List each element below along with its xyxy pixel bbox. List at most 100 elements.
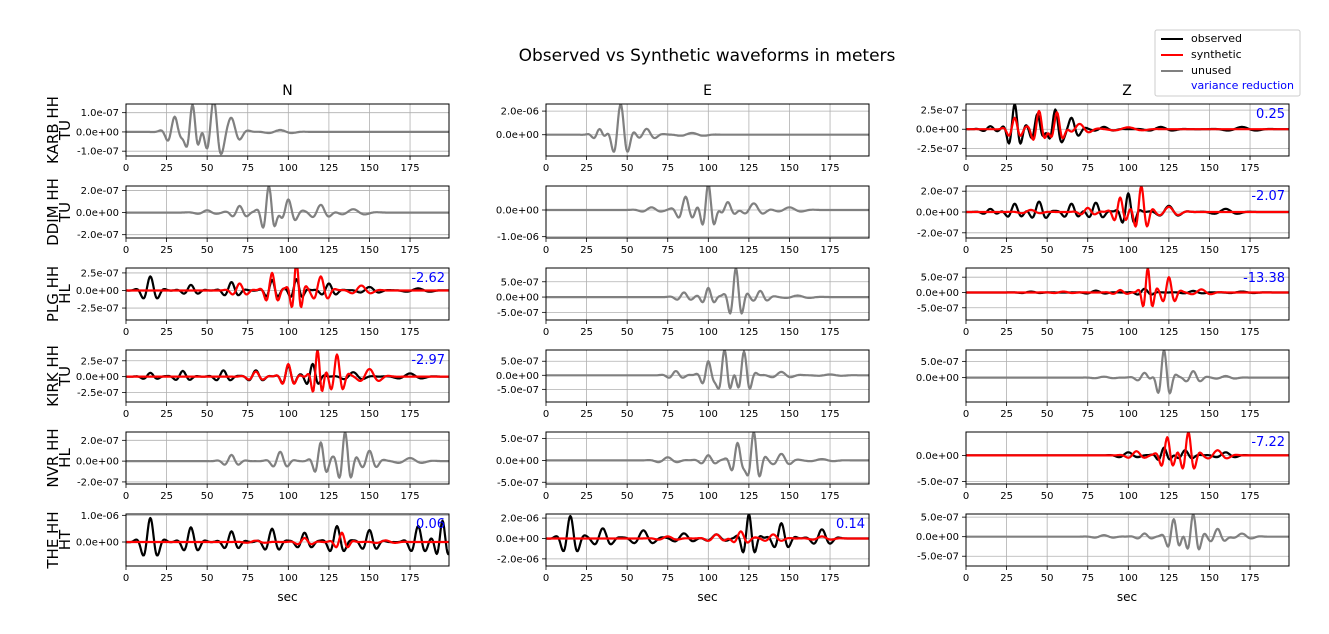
x-tick-label: 175	[400, 245, 419, 256]
unused-trace	[126, 432, 449, 479]
x-tick-label: 175	[1240, 491, 1259, 502]
x-tick-label: 100	[699, 409, 718, 420]
y-tick-label: -2.5e-07	[917, 144, 959, 155]
x-tick-label: 175	[1240, 409, 1259, 420]
x-tick-label: 50	[201, 491, 214, 502]
legend-observed-label: observed	[1191, 32, 1242, 45]
x-tick-label: 100	[699, 491, 718, 502]
panel-frame	[545, 431, 870, 485]
x-tick-label: 50	[621, 491, 634, 502]
x-tick-label: 125	[739, 491, 758, 502]
variance-reduction-label: -2.07	[1251, 189, 1285, 204]
y-tick-label: -2.5e-07	[77, 388, 119, 399]
panel-r5-c1: 0 25 50 75 100 125 150 175 2.0e-06 0.0e+00 -2.0e-0…	[496, 513, 870, 584]
variance-reduction-label: -13.38	[1243, 271, 1285, 286]
x-tick-label: 175	[820, 409, 839, 420]
variance-reduction-label: 0.14	[836, 517, 865, 532]
x-tick-label: 125	[319, 327, 338, 338]
panel-frame	[965, 431, 1290, 485]
y-tick-label: 1.0e-07	[81, 108, 119, 119]
row-network-label-2: HL	[56, 284, 74, 304]
y-tick-label: 2.5e-07	[921, 106, 959, 117]
y-tick-label: 0.0e+00	[496, 456, 539, 467]
panel-r3-c1: 0 25 50 75 100 125 150 175 5.0e-07 0.0e+00 -5.0e-0…	[496, 349, 870, 420]
y-tick-label: 2.5e-07	[81, 356, 119, 367]
x-tick-label: 75	[1081, 573, 1094, 584]
x-tick-label: 75	[661, 163, 674, 174]
panel-r3-c0: 0 25 50 75 100 125 150 175 2.5e-07 0.0e+00 -2.5e-0…	[76, 349, 450, 420]
x-tick-label: 150	[360, 163, 379, 174]
x-tick-label: 0	[963, 409, 969, 420]
x-tick-label: 0	[543, 245, 549, 256]
x-tick-label: 0	[963, 491, 969, 502]
panel-r4-c2: 0 25 50 75 100 125 150 175 0.0e+00 -5.0e-07 -7.22	[916, 431, 1290, 502]
unused-trace	[126, 186, 449, 229]
x-tick-label: 100	[279, 409, 298, 420]
x-tick-label: 100	[1119, 409, 1138, 420]
panel-r4-c1: 0 25 50 75 100 125 150 175 5.0e-07 0.0e+00 -5.0e-0…	[496, 431, 870, 502]
y-tick-label: 5.0e-07	[501, 434, 539, 445]
y-tick-label: -5.0e-07	[917, 303, 959, 314]
x-tick-label: 175	[1240, 245, 1259, 256]
y-tick-label: 0.0e+00	[916, 125, 959, 136]
x-tick-label: 150	[1200, 327, 1219, 338]
observed-trace	[546, 514, 869, 554]
x-tick-label: 50	[621, 245, 634, 256]
x-tick-label: 100	[1119, 327, 1138, 338]
observed-trace	[126, 516, 449, 557]
y-tick-label: 2.0e-07	[81, 436, 119, 447]
x-tick-label: 50	[1041, 573, 1054, 584]
x-tick-label: 0	[963, 327, 969, 338]
row-station-label-5: THE HH	[44, 511, 62, 569]
y-tick-label: 2.0e-06	[501, 514, 539, 525]
x-tick-label: 125	[739, 327, 758, 338]
x-tick-label: 75	[661, 327, 674, 338]
x-tick-label: 100	[1119, 245, 1138, 256]
x-tick-label: 50	[1041, 327, 1054, 338]
x-tick-label: 175	[820, 245, 839, 256]
y-tick-label: 0.0e+00	[916, 208, 959, 219]
x-tick-label: 100	[1119, 573, 1138, 584]
panel-r0-c1: 0 25 50 75 100 125 150 175 2.0e-06 0.0e+00	[496, 103, 870, 174]
panel-frame	[965, 185, 1290, 239]
x-tick-label: 25	[160, 491, 173, 502]
y-tick-label: 0.0e+00	[76, 127, 119, 138]
panel-r2-c1: 0 25 50 75 100 125 150 175 5.0e-07 0.0e+00 -5.0e-0…	[496, 267, 870, 338]
x-tick-label: 50	[201, 245, 214, 256]
x-tick-label: 175	[400, 163, 419, 174]
panel-frame	[125, 267, 450, 321]
panel-r0-c0: 0 25 50 75 100 125 150 175 1.0e-07 0.0e+00 -1.0e-0…	[76, 103, 450, 174]
x-tick-label: 25	[1000, 573, 1013, 584]
x-tick-label: 25	[1000, 409, 1013, 420]
panel-r1-c0: 0 25 50 75 100 125 150 175 2.0e-07 0.0e+00 -2.0e-0…	[76, 185, 450, 256]
x-tick-label: 50	[201, 327, 214, 338]
x-tick-label: 100	[1119, 163, 1138, 174]
x-tick-label: 50	[201, 573, 214, 584]
x-tick-label: 25	[580, 327, 593, 338]
y-tick-label: 0.0e+00	[496, 293, 539, 304]
x-tick-label: 150	[1200, 491, 1219, 502]
x-tick-label: 125	[1159, 409, 1178, 420]
x-tick-label: 25	[580, 573, 593, 584]
panel-r4-c0: 0 25 50 75 100 125 150 175 2.0e-07 0.0e+00 -2.0e-0…	[76, 431, 450, 502]
y-tick-label: -5.0e-07	[917, 552, 959, 563]
x-tick-label: 25	[1000, 327, 1013, 338]
x-tick-label: 100	[699, 245, 718, 256]
panel-frame	[545, 513, 870, 567]
x-tick-label: 125	[1159, 245, 1178, 256]
legend-variance-reduction-label: variance reduction	[1191, 79, 1294, 92]
panel-grid: 0 25 50 75 100 125 150 175 1.0e-07 0.0e+00 -1.0e-0…	[76, 103, 1290, 584]
x-tick-label: 0	[543, 163, 549, 174]
x-tick-label: 150	[780, 245, 799, 256]
x-tick-label: 125	[1159, 491, 1178, 502]
x-tick-label: 50	[1041, 491, 1054, 502]
x-tick-label: 0	[543, 327, 549, 338]
y-tick-label: 0.0e+00	[496, 206, 539, 217]
x-tick-label: 100	[1119, 491, 1138, 502]
x-tick-label: 150	[360, 409, 379, 420]
x-tick-label: 150	[780, 409, 799, 420]
y-tick-label: -5.0e-07	[497, 385, 539, 396]
x-tick-label: 100	[279, 573, 298, 584]
x-tick-label: 0	[963, 163, 969, 174]
